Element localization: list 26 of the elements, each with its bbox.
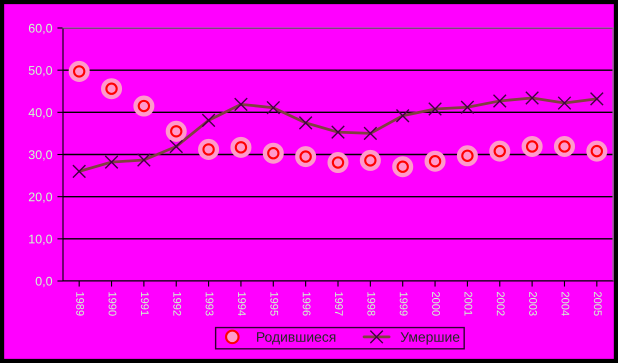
y-tick-label: 30,0 — [28, 150, 52, 161]
x-tick-label: 1995 — [270, 292, 278, 316]
x-tick-label: 2002 — [496, 292, 505, 316]
y-tick-label: 60,0 — [28, 24, 52, 34]
x-tick-label: 2003 — [529, 292, 538, 316]
y-tick-label: 20,0 — [28, 192, 52, 203]
x-tick-label: 1994 — [238, 292, 246, 316]
x-tick-label: 2004 — [561, 292, 570, 316]
x-tick-label: 1996 — [302, 292, 311, 316]
x-tick-label: 1992 — [173, 292, 182, 316]
x-tick-label: 1998 — [367, 292, 376, 316]
x-tick-label: 1990 — [108, 292, 116, 316]
x-tick-label: 1993 — [206, 292, 214, 316]
x-tick-label: 2001 — [464, 292, 472, 316]
x-tick-label: 1997 — [335, 292, 343, 316]
y-tick-label: 40,0 — [28, 108, 52, 118]
x-tick-label: 2005 — [594, 292, 602, 316]
x-tick-label: 1991 — [140, 292, 149, 316]
legend-label: Умершие — [400, 332, 460, 345]
y-tick-label: 10,0 — [29, 234, 52, 245]
x-tick-label: 1989 — [76, 292, 84, 316]
x-tick-label: 1999 — [400, 292, 408, 316]
legend-label: Родившиеся — [257, 332, 336, 345]
y-tick-label: 50,0 — [28, 66, 52, 76]
y-tick-label: 0,0 — [36, 276, 52, 288]
x-tick-label: 2000 — [432, 292, 440, 316]
